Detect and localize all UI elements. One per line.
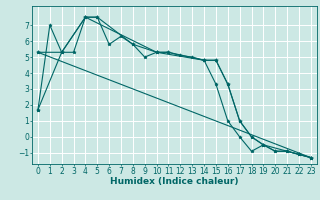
X-axis label: Humidex (Indice chaleur): Humidex (Indice chaleur) [110, 177, 239, 186]
